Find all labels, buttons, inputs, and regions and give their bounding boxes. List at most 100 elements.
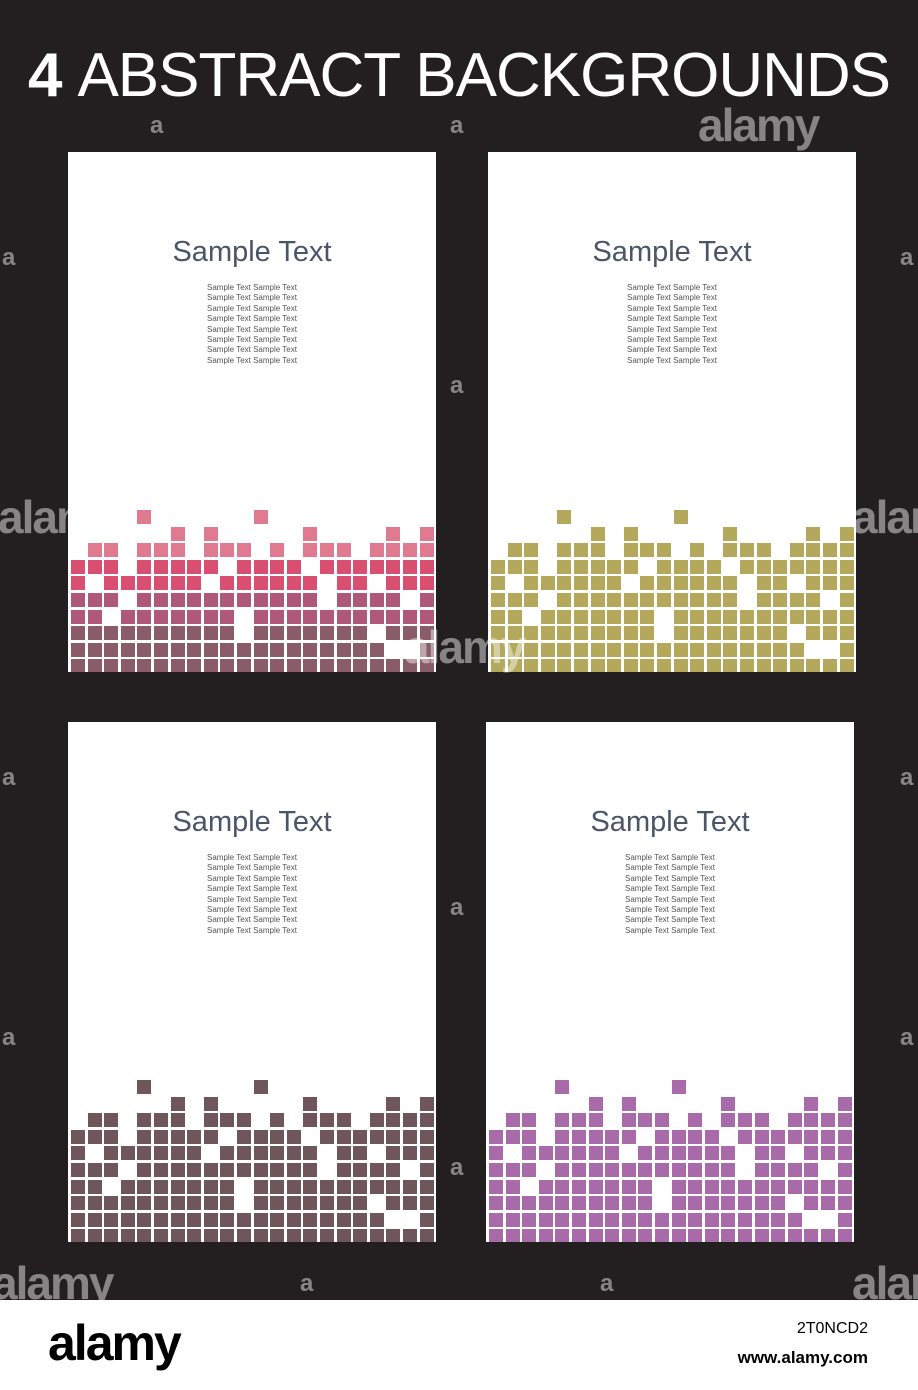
- mosaic-square: [369, 559, 384, 574]
- mosaic-square: [120, 659, 135, 672]
- mosaic-square: [303, 609, 318, 624]
- mosaic-square: [671, 1080, 686, 1094]
- mosaic-square: [203, 593, 218, 607]
- mosaic-square: [154, 1129, 168, 1144]
- mosaic-square: [187, 626, 202, 641]
- mosaic-square: [286, 1212, 301, 1227]
- mosaic-square: [607, 626, 622, 641]
- mosaic-square: [574, 559, 588, 574]
- watermark-letter: a: [300, 1270, 314, 1297]
- mosaic-square: [120, 1196, 135, 1211]
- mosaic-square: [771, 1129, 786, 1144]
- mosaic-square: [187, 559, 202, 574]
- mosaic-square: [640, 626, 655, 641]
- mosaic-square: [220, 642, 235, 657]
- mosaic-square: [806, 543, 821, 558]
- mosaic-square: [588, 1129, 603, 1144]
- card-line: Sample Text Sample Text: [207, 925, 297, 935]
- mosaic-square: [557, 609, 572, 624]
- card-line: Sample Text Sample Text: [207, 905, 297, 915]
- mosaic-square: [688, 1113, 703, 1128]
- mosaic-square: [419, 1113, 434, 1128]
- background-card-olive: Sample Text Sample Text Sample Text Samp…: [488, 152, 856, 672]
- mosaic-square: [270, 559, 285, 574]
- mosaic-square: [754, 1113, 769, 1128]
- watermark: alamy: [698, 99, 820, 151]
- mosaic-square: [170, 1129, 185, 1144]
- mosaic-square: [403, 543, 417, 558]
- mosaic-square: [787, 1229, 802, 1242]
- mosaic-square: [507, 543, 522, 558]
- mosaic-square: [386, 1146, 401, 1161]
- card-line: Sample Text Sample Text: [207, 884, 297, 894]
- mosaic-square: [771, 1163, 786, 1177]
- watermark-letter: a: [2, 1024, 16, 1051]
- mosaic-square: [237, 1113, 251, 1128]
- card-line: Sample Text Sample Text: [627, 335, 717, 345]
- mosaic-square: [320, 626, 334, 641]
- mosaic-square: [419, 559, 434, 574]
- mosaic-square: [837, 1229, 852, 1242]
- mosaic-square: [220, 1196, 235, 1211]
- mosaic-square: [87, 626, 102, 641]
- mosaic-square: [640, 593, 655, 607]
- mosaic-square: [621, 1229, 636, 1242]
- mosaic-square: [386, 593, 401, 607]
- mosaic-square: [104, 1163, 119, 1177]
- mosaic-square: [524, 593, 539, 607]
- mosaic-square: [87, 543, 102, 558]
- mosaic-square: [403, 1196, 417, 1211]
- mosaic-square: [740, 659, 754, 672]
- mosaic-square: [821, 1146, 835, 1161]
- mosaic-square: [71, 1212, 85, 1227]
- mosaic-square: [657, 593, 671, 607]
- mosaic-square: [804, 1113, 819, 1128]
- card-line: Sample Text Sample Text: [625, 894, 715, 904]
- mosaic-square: [706, 642, 721, 657]
- mosaic-square: [320, 543, 334, 558]
- mosaic-square: [286, 576, 301, 591]
- mosaic-square: [756, 609, 771, 624]
- mosaic-square: [773, 576, 788, 591]
- mosaic-square: [386, 1096, 401, 1111]
- mosaic-square: [303, 1229, 318, 1242]
- mosaic-square: [522, 1229, 537, 1242]
- mosaic-square: [690, 609, 705, 624]
- mosaic-square: [721, 1163, 736, 1177]
- mosaic-square: [823, 576, 837, 591]
- mosaic-square: [773, 609, 788, 624]
- mosaic-square: [590, 593, 605, 607]
- mosaic-square: [154, 1113, 168, 1128]
- mosaic-square: [71, 1163, 85, 1177]
- mosaic-square: [557, 642, 572, 657]
- mosaic-square: [688, 1129, 703, 1144]
- mosaic-square: [286, 593, 301, 607]
- mosaic-square: [557, 559, 572, 574]
- mosaic-square: [203, 1212, 218, 1227]
- mosaic-square: [137, 1080, 152, 1094]
- mosaic-square: [87, 659, 102, 672]
- mosaic-square: [623, 543, 638, 558]
- mosaic-square: [605, 1196, 620, 1211]
- mosaic-square: [640, 659, 655, 672]
- mosaic-square: [386, 576, 401, 591]
- mosaic-square: [607, 576, 622, 591]
- mosaic-square: [522, 1113, 537, 1128]
- mosaic-square: [690, 642, 705, 657]
- mosaic-square: [789, 543, 804, 558]
- mosaic-square: [574, 543, 588, 558]
- card-heading: Sample Text: [172, 236, 332, 268]
- card-body-text: Sample Text Sample Text Sample Text Samp…: [486, 853, 854, 936]
- card-heading: Sample Text: [172, 806, 332, 838]
- mosaic-square: [353, 1179, 368, 1194]
- watermark-letter: a: [900, 1024, 914, 1051]
- mosaic-square: [640, 576, 655, 591]
- mosaic-square: [203, 1129, 218, 1144]
- mosaic-square: [87, 593, 102, 607]
- mosaic-square: [353, 1129, 368, 1144]
- mosaic-square: [237, 642, 251, 657]
- mosaic-square: [320, 1212, 334, 1227]
- mosaic-square: [336, 543, 351, 558]
- mosaic-square: [623, 609, 638, 624]
- mosaic-square: [804, 1229, 819, 1242]
